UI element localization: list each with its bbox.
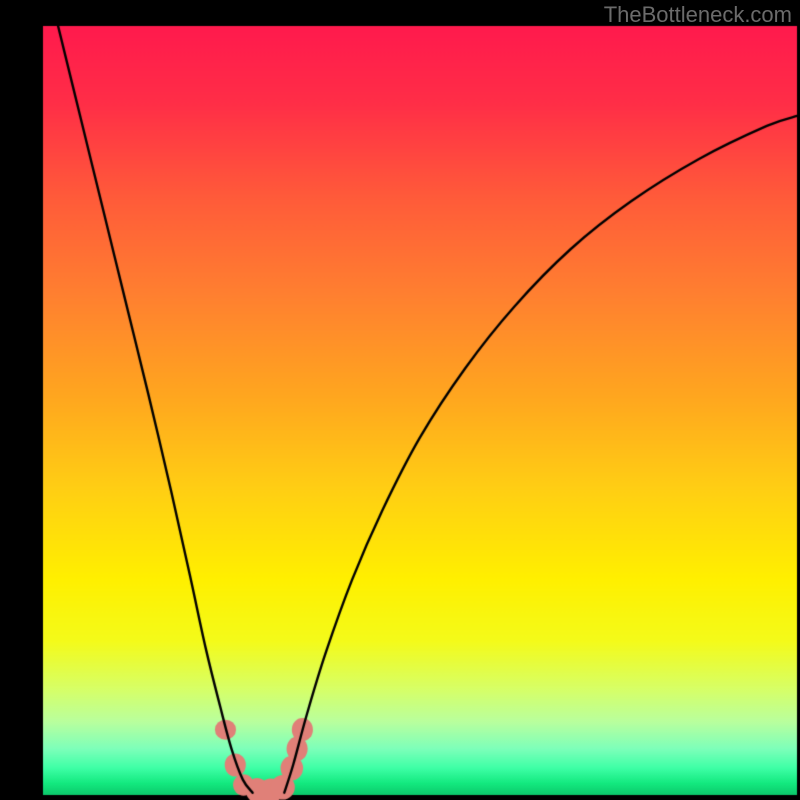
watermark-label: TheBottleneck.com — [604, 2, 792, 28]
bottleneck-chart — [0, 0, 800, 800]
